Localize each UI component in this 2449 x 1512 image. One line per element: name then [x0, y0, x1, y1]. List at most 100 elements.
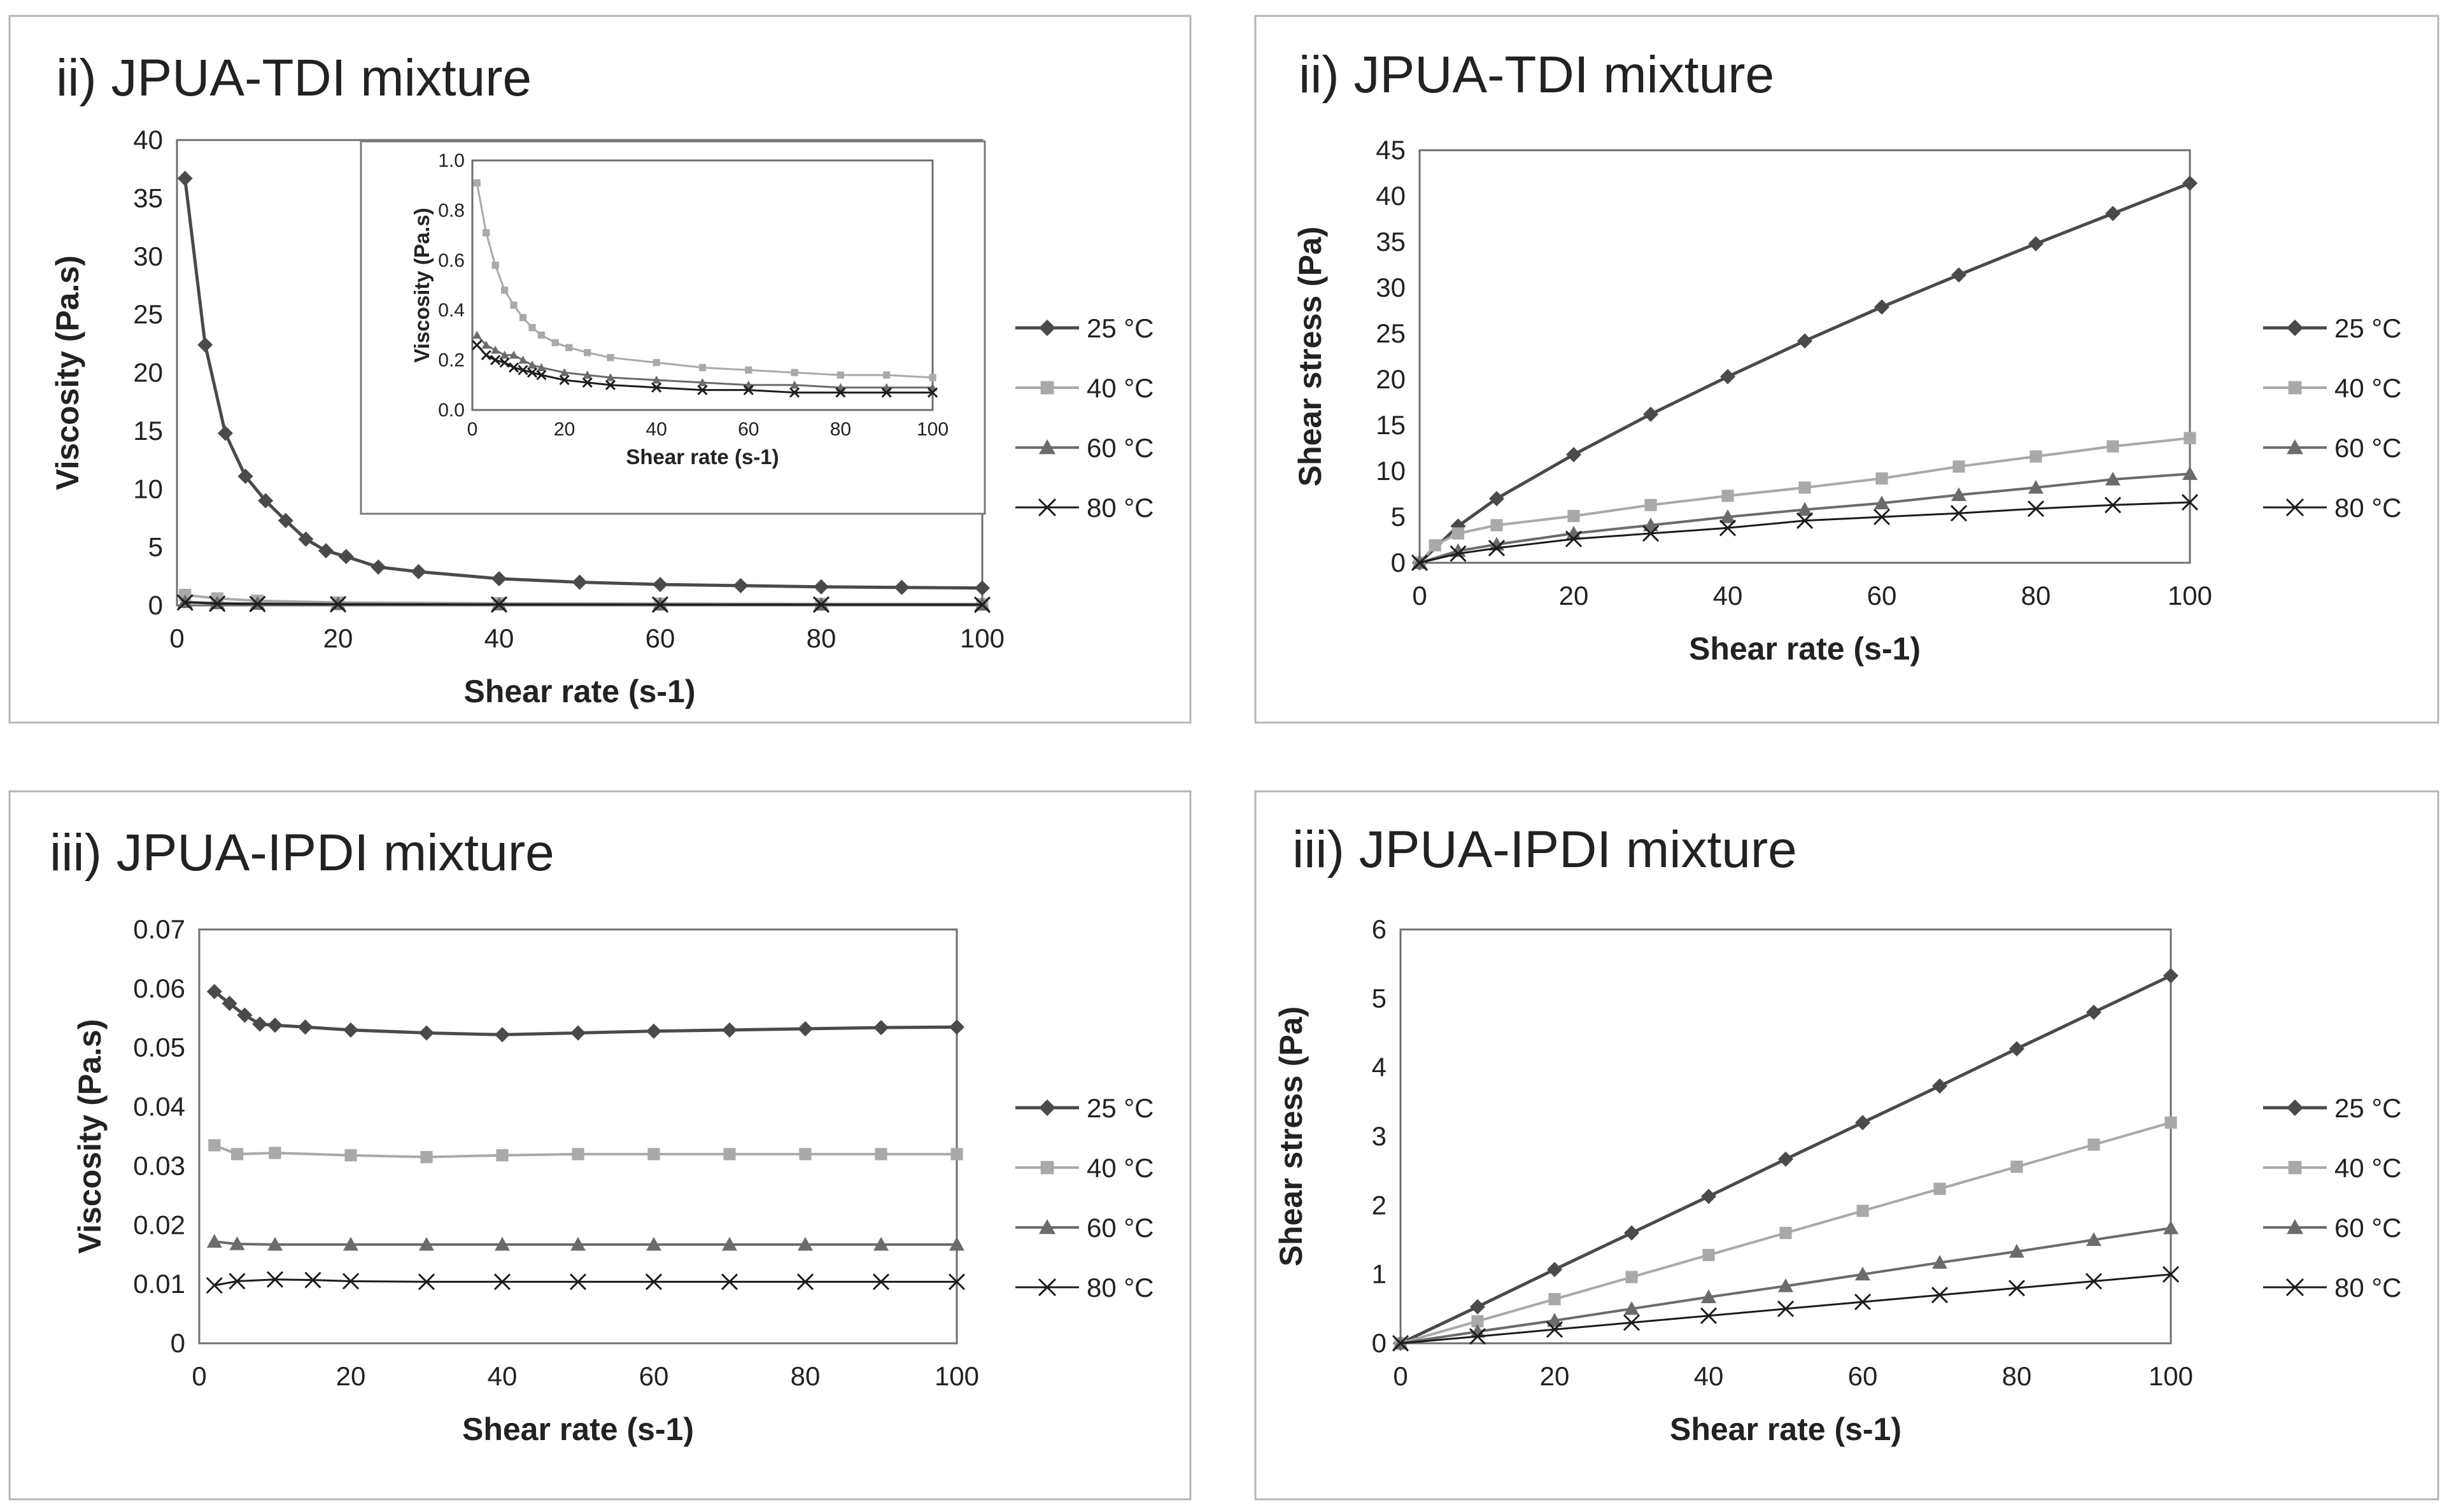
data-point [491, 570, 507, 586]
data-point [297, 1019, 313, 1035]
data-point [873, 1236, 889, 1251]
data-point [698, 364, 707, 371]
x-tick-label: 20 [1540, 1361, 1570, 1391]
data-point [733, 577, 749, 593]
data-point [518, 365, 528, 376]
data-point [570, 1236, 586, 1251]
y-tick-label: 4 [1372, 1052, 1387, 1082]
data-point [2104, 497, 2122, 514]
y-tick-label: 0.06 [133, 973, 185, 1003]
legend-item: 25 °C [1015, 1093, 1154, 1123]
data-point [537, 363, 546, 371]
data-point [812, 596, 830, 613]
y-tick-label: 45 [1376, 135, 1406, 165]
data-point [1855, 1266, 1870, 1281]
y-tick-label: 1.0 [438, 150, 465, 171]
data-point [1778, 1151, 1793, 1167]
data-point [1701, 1189, 1716, 1205]
x-axis-label: Shear rate (s-1) [462, 1411, 694, 1447]
data-point [975, 580, 990, 596]
data-point [2028, 479, 2043, 494]
x-tick-label: 60 [639, 1361, 669, 1391]
legend-marker [1038, 498, 1057, 517]
x-tick-label: 40 [646, 419, 667, 440]
data-point [266, 1271, 284, 1288]
legend-label: 40 °C [1087, 1153, 1154, 1183]
data-point [496, 1149, 509, 1162]
data-point [1875, 472, 1888, 485]
data-point [177, 171, 193, 187]
x-tick-label: 60 [1867, 581, 1897, 611]
data-point [209, 595, 226, 612]
data-point [490, 596, 508, 613]
x-tick-label: 80 [2002, 1361, 2032, 1391]
legend-item: 60 °C [1015, 1213, 1154, 1243]
legend-item: 25 °C [2263, 1093, 2402, 1123]
legend-marker [1040, 1161, 1054, 1175]
data-point [835, 387, 846, 398]
data-point [1490, 519, 1503, 532]
y-tick-label: 0 [1391, 548, 1406, 577]
data-point [536, 370, 547, 381]
plot-area [1399, 928, 2172, 1345]
series-line [214, 1144, 957, 1159]
data-point [653, 577, 668, 593]
y-tick-label: 15 [1376, 410, 1406, 440]
data-point [2164, 1116, 2177, 1129]
y-axis-label: Viscosity (Pa.s) [72, 1019, 108, 1254]
series-line [1418, 181, 2191, 564]
data-point [1720, 369, 1735, 385]
series-40C [473, 179, 936, 381]
data-point [1567, 509, 1580, 523]
y-tick-label: 0.8 [438, 200, 465, 221]
x-tick-label: 40 [484, 623, 514, 653]
data-point [883, 371, 891, 379]
legend-marker [2287, 320, 2303, 336]
data-point [1932, 1078, 1947, 1094]
data-point [569, 1273, 587, 1290]
data-point [473, 179, 481, 187]
data-point [560, 368, 569, 376]
x-tick-label: 100 [935, 1361, 979, 1391]
y-axis-label: Shear stress (Pa) [1292, 227, 1328, 487]
y-tick-label: 30 [1376, 272, 1406, 302]
data-point [798, 1236, 813, 1251]
data-point [1856, 1205, 1869, 1217]
data-point [2029, 450, 2042, 463]
data-point [873, 1020, 889, 1036]
legend-marker [1039, 1219, 1055, 1234]
data-point [645, 1273, 663, 1290]
data-point [697, 385, 708, 395]
x-tick-label: 60 [738, 419, 759, 440]
data-point [2086, 1232, 2101, 1247]
x-tick-label: 20 [554, 419, 575, 440]
data-point [559, 374, 570, 386]
data-point [2184, 432, 2196, 444]
x-tick-label: 0 [1412, 581, 1427, 611]
legend-label: 25 °C [2334, 1093, 2402, 1123]
data-point [2010, 1161, 2023, 1173]
data-point [798, 1021, 813, 1036]
y-tick-label: 40 [1376, 181, 1406, 211]
legend-label: 40 °C [2334, 1153, 2402, 1183]
data-point [526, 367, 538, 378]
legend-item: 60 °C [2263, 433, 2402, 463]
data-point [501, 286, 509, 294]
data-point [2008, 1280, 2026, 1297]
x-axis-label: Shear rate (s-1) [1670, 1411, 1902, 1447]
data-point [1777, 1300, 1795, 1317]
y-tick-label: 25 [1376, 318, 1406, 348]
data-point [1951, 487, 1966, 502]
panel-title: iii) JPUA-IPDI mixture [1292, 821, 1797, 879]
legend: 25 °C 40 °C 60 °C 80 °C [2263, 313, 2402, 523]
data-point [206, 1234, 222, 1248]
series-80C [176, 594, 991, 613]
y-tick-label: 0.2 [438, 350, 465, 371]
data-point [723, 1148, 736, 1161]
legend-marker [1039, 320, 1055, 336]
legend-item: 25 °C [1015, 313, 1154, 343]
data-point [949, 1236, 964, 1251]
data-point [491, 262, 499, 269]
legend-marker [2287, 1099, 2303, 1116]
